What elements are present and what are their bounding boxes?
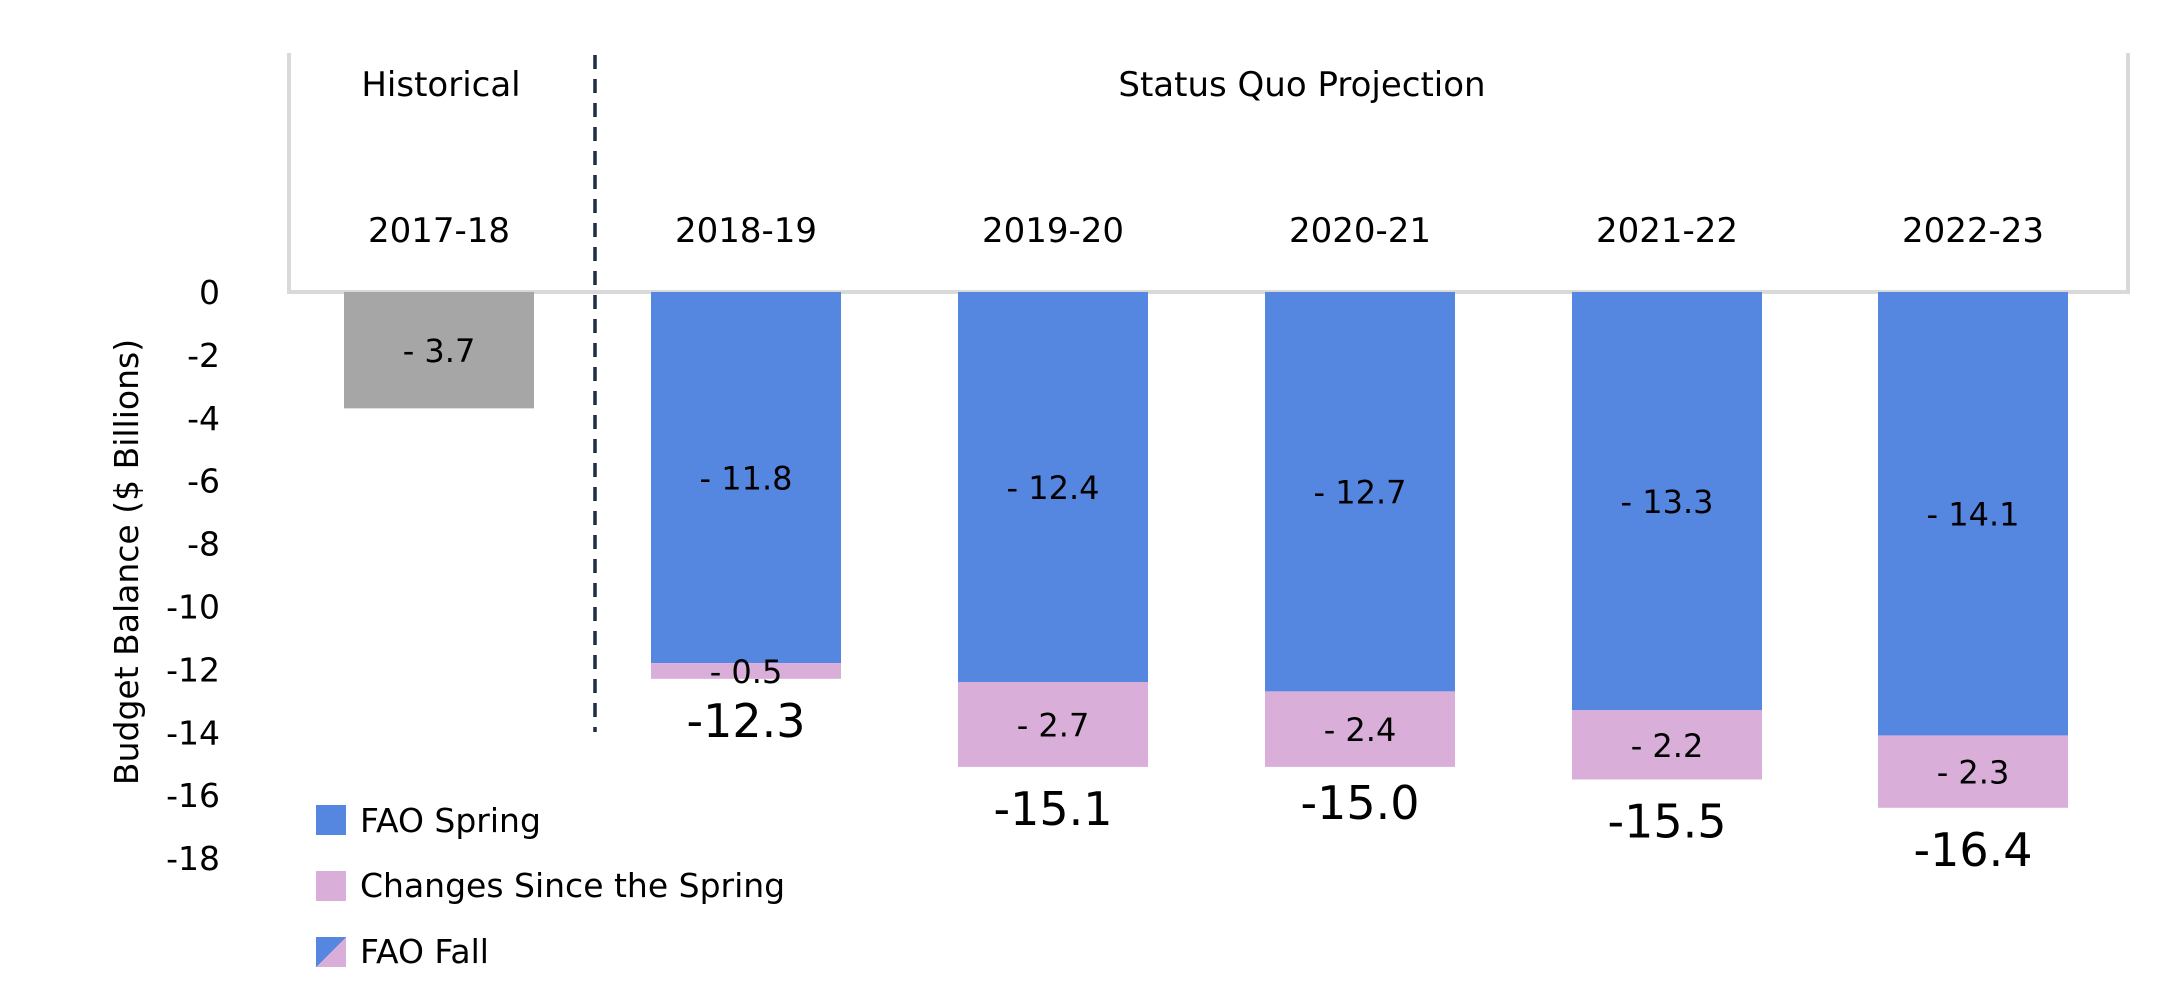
- bar-changes-since-spring: [1878, 735, 2068, 808]
- total-label: -15.5: [1607, 794, 1726, 848]
- y-tick-label: -10: [166, 588, 220, 627]
- bar-changes-since-spring: [958, 681, 1148, 767]
- label-fao-spring: - 12.7: [1314, 474, 1407, 512]
- legend-label-changes: Changes Since the Spring: [360, 866, 785, 905]
- label-changes-since-spring: - 2.3: [1937, 754, 2010, 792]
- label-fao-spring: - 11.8: [700, 460, 793, 498]
- label-fao-spring: - 13.3: [1621, 483, 1714, 521]
- section-projection: Status Quo Projection: [1118, 65, 1485, 105]
- y-tick-label: -4: [187, 399, 220, 438]
- bar-changes-since-spring: [651, 663, 841, 679]
- y-axis-label: Budget Balance ($ Billions): [107, 339, 146, 785]
- label-fao-spring: - 14.1: [1927, 496, 2020, 534]
- legend-swatch-changes: [316, 871, 346, 901]
- bars: [344, 292, 2068, 808]
- y-axis-ticks: 0 -2 -4 -6 -8 -10 -12 -14 -16 -18: [166, 273, 220, 878]
- bar-label-historical: - 3.7: [403, 332, 476, 370]
- y-tick-label: -14: [166, 713, 220, 752]
- y-tick-label: -12: [166, 650, 220, 689]
- y-tick-label: 0: [199, 273, 220, 312]
- category-label: 2017-18: [368, 211, 510, 251]
- bar-changes-since-spring: [1572, 710, 1762, 780]
- label-fao-spring: - 12.4: [1007, 469, 1100, 507]
- label-changes-since-spring: - 0.5: [710, 653, 783, 691]
- total-label: -12.3: [686, 694, 805, 748]
- category-label: 2022-23: [1902, 211, 2044, 251]
- bar-fao-spring: [1572, 292, 1762, 711]
- bar-fao-spring: [1265, 292, 1455, 692]
- y-tick-label: -6: [187, 462, 220, 501]
- total-label: -16.4: [1913, 823, 2032, 877]
- section-historical: Historical: [361, 65, 520, 105]
- legend: FAO Spring Changes Since the Spring FAO …: [316, 801, 785, 971]
- category-label: 2019-20: [982, 211, 1124, 251]
- bar-fao-spring: [958, 292, 1148, 682]
- segment-labels: - 3.7 - 11.8 - 0.5 - 12.4 - 2.7 - 12.7 - 2.4 - …: [403, 332, 2020, 791]
- category-labels: 2017-18 2018-19 2019-20 2020-21 2021-22 2022-…: [368, 211, 2044, 251]
- y-tick-label: -16: [166, 776, 220, 815]
- legend-label-fao-spring: FAO Spring: [360, 801, 541, 840]
- bar-fao-spring: [1878, 292, 2068, 736]
- category-label: 2018-19: [675, 211, 817, 251]
- legend-swatch-fao-spring: [316, 805, 346, 835]
- bar-fao-spring: [651, 292, 841, 664]
- label-changes-since-spring: - 2.4: [1324, 711, 1397, 749]
- total-labels: -12.3 -15.1 -15.0 -15.5 -16.4: [686, 694, 2032, 877]
- bar-historical: [344, 292, 534, 409]
- legend-label-fao-fall: FAO Fall: [360, 932, 489, 971]
- label-changes-since-spring: - 2.7: [1017, 706, 1090, 744]
- y-tick-label: -18: [166, 839, 220, 878]
- y-tick-label: -2: [187, 336, 220, 375]
- legend-swatch-fao-fall: [316, 937, 346, 967]
- label-changes-since-spring: - 2.2: [1631, 727, 1704, 765]
- header-frame: [287, 53, 2130, 294]
- total-label: -15.0: [1300, 776, 1419, 830]
- category-label: 2020-21: [1289, 211, 1431, 251]
- total-label: -15.1: [993, 782, 1112, 836]
- bar-changes-since-spring: [1265, 691, 1455, 767]
- category-label: 2021-22: [1596, 211, 1738, 251]
- y-tick-label: -8: [187, 525, 220, 564]
